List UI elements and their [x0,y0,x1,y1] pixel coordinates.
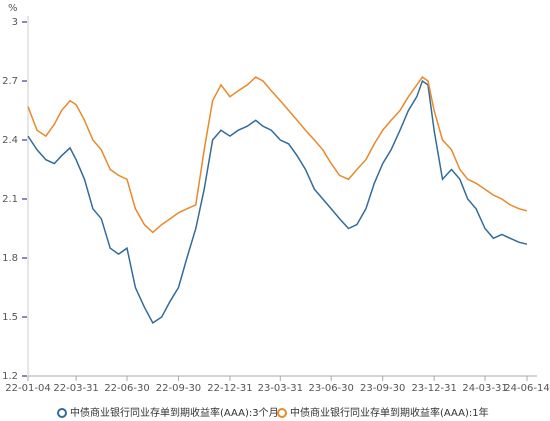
y-tick-label: 3 [12,17,18,28]
legend-marker [57,408,67,418]
y-tick-label: 2.4 [2,135,18,146]
y-tick-label: 1.8 [2,253,18,264]
y-tick-label: 2.1 [2,194,18,205]
x-tick-label: 22-01-04 [5,383,50,394]
x-tick-label: 22-06-30 [104,383,149,394]
legend: 中债商业银行同业存单到期收益率(AAA):3个月 中债商业银行同业存单到期收益率(… [57,406,489,419]
x-tick-label: 23-06-30 [309,383,354,394]
legend-label: 中债商业银行同业存单到期收益率(AAA):1年 [290,406,489,419]
legend-marker [277,408,287,418]
x-tick-label: 23-12-31 [411,383,456,394]
legend-label: 中债商业银行同业存单到期收益率(AAA):3个月 [70,406,279,419]
x-tick-label: 22-09-30 [156,383,201,394]
x-tick-label: 23-09-30 [360,383,405,394]
series-line [27,76,528,234]
x-tick-label: 22-12-31 [207,383,252,394]
x-tick-label: 24-06-14 [504,383,549,394]
x-tick-label: 22-03-31 [53,383,98,394]
series-line [27,79,528,324]
y-tick-label: 2.7 [2,76,18,87]
y-unit: % [8,3,18,14]
y-tick-label: 1.5 [2,312,18,323]
x-tick-label: 23-03-31 [258,383,303,394]
x-tick-label: 24-03-31 [462,383,507,394]
y-tick-label: 1.2 [2,371,18,382]
